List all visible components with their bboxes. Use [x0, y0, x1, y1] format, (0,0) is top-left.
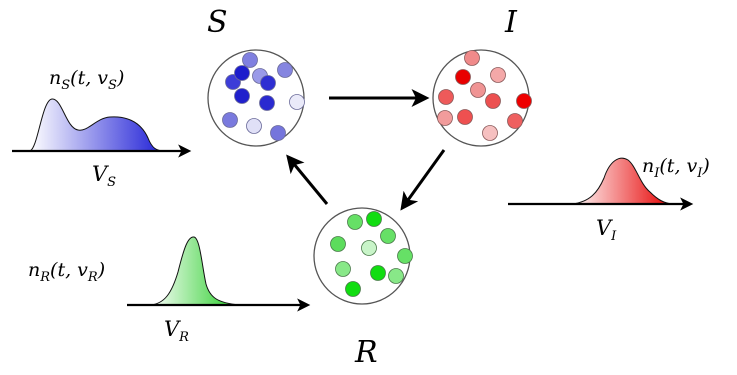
density-curve-R [149, 236, 241, 306]
density-curve-I [571, 157, 673, 205]
compartment-I [432, 49, 532, 147]
space-label-I: VI [596, 216, 617, 244]
arrow-I-to-R [400, 149, 446, 211]
label-I: I [504, 5, 518, 40]
recovered-particles [330, 211, 413, 297]
arrow-R-to-S [286, 154, 329, 205]
density-label-S: nS(t, vS) [49, 67, 124, 93]
compartment-S [207, 49, 305, 147]
density-curve-S [29, 98, 166, 152]
compartment-R [313, 207, 413, 305]
space-label-R: VR [164, 317, 189, 345]
infected-particles [437, 50, 532, 141]
density-label-I: nI(t, vI) [642, 155, 710, 181]
distribution-S: nS(t, vS) VS [12, 67, 192, 190]
label-R: R [354, 335, 378, 370]
distribution-I: nI(t, vI) VI [508, 155, 710, 244]
label-S: S [207, 5, 228, 40]
distribution-R: nR(t, vR) VR [28, 236, 311, 345]
density-label-R: nR(t, vR) [28, 259, 105, 285]
susceptible-particles [222, 52, 305, 141]
space-label-S: VS [92, 162, 116, 190]
